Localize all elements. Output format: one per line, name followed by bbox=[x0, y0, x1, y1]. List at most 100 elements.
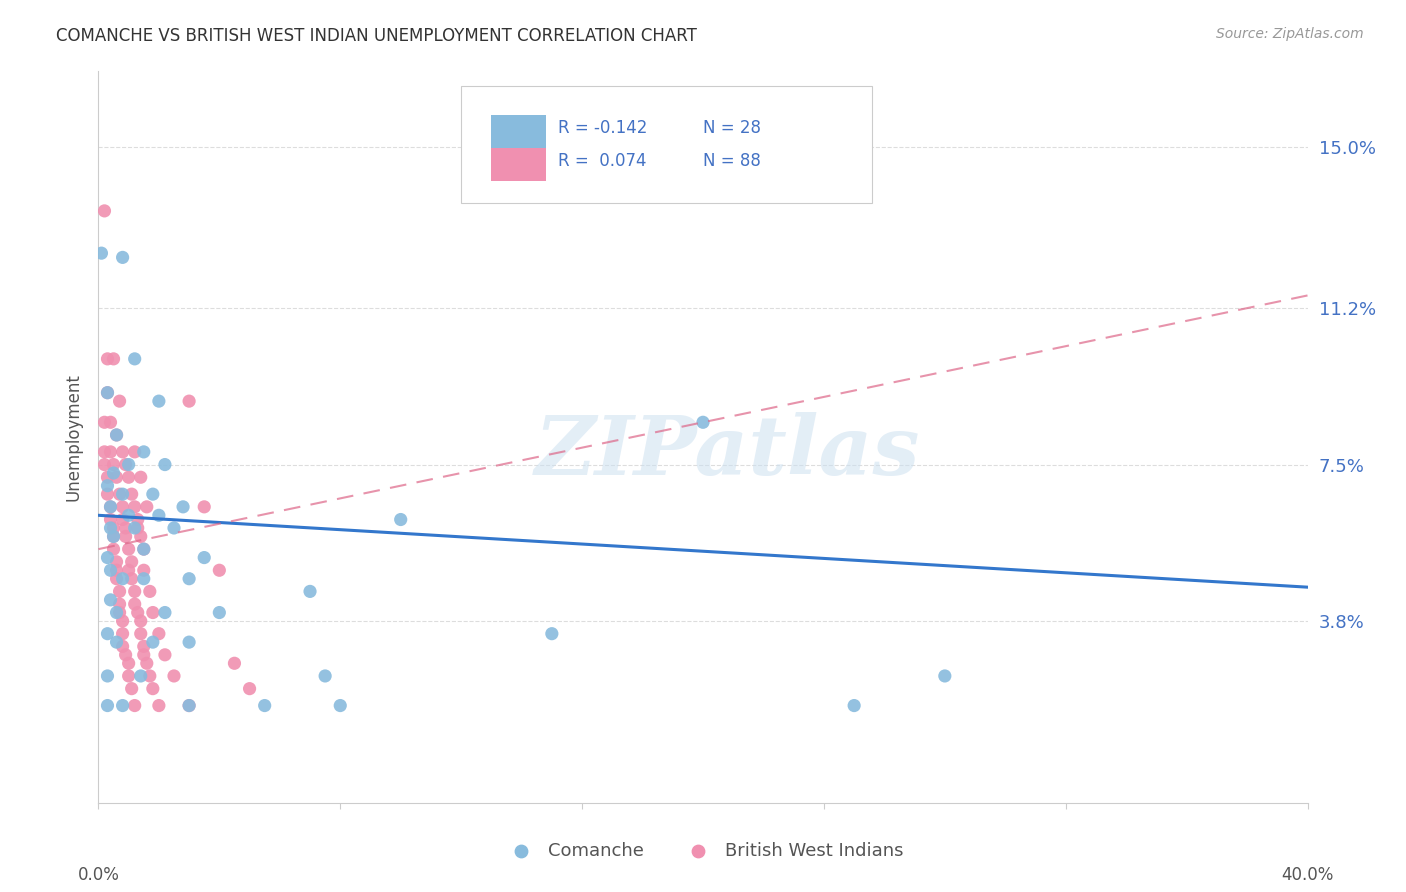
Point bbox=[224, 657, 246, 671]
Point bbox=[163, 669, 186, 683]
Point bbox=[121, 572, 143, 586]
Point bbox=[135, 500, 157, 514]
Point bbox=[100, 521, 122, 535]
Point bbox=[111, 487, 134, 501]
Point bbox=[96, 487, 118, 501]
Point bbox=[111, 626, 134, 640]
Point bbox=[142, 487, 165, 501]
Point bbox=[239, 681, 262, 696]
Point bbox=[118, 657, 141, 671]
Point bbox=[100, 592, 122, 607]
Point bbox=[148, 698, 170, 713]
Point bbox=[96, 385, 118, 400]
Point bbox=[111, 500, 134, 514]
Point bbox=[111, 572, 134, 586]
Point bbox=[111, 251, 134, 265]
Point bbox=[148, 394, 170, 409]
Point bbox=[153, 606, 176, 620]
Point bbox=[193, 500, 215, 514]
Point bbox=[114, 529, 136, 543]
Point bbox=[329, 698, 352, 713]
Text: COMANCHE VS BRITISH WEST INDIAN UNEMPLOYMENT CORRELATION CHART: COMANCHE VS BRITISH WEST INDIAN UNEMPLOY… bbox=[56, 27, 697, 45]
Point bbox=[114, 458, 136, 472]
Point bbox=[96, 550, 118, 565]
Point bbox=[172, 500, 194, 514]
Point bbox=[142, 635, 165, 649]
FancyBboxPatch shape bbox=[492, 148, 546, 181]
Point bbox=[208, 563, 231, 577]
Point bbox=[103, 458, 125, 472]
Text: 0.0%: 0.0% bbox=[77, 866, 120, 884]
Point bbox=[132, 648, 155, 662]
Point bbox=[208, 606, 231, 620]
Text: R = -0.142: R = -0.142 bbox=[558, 119, 647, 136]
Point bbox=[105, 470, 128, 484]
Point bbox=[118, 508, 141, 523]
Point bbox=[129, 529, 152, 543]
Point bbox=[193, 550, 215, 565]
Point bbox=[179, 698, 201, 713]
Point bbox=[132, 572, 155, 586]
Point bbox=[105, 635, 128, 649]
Point bbox=[93, 203, 115, 218]
Point bbox=[108, 606, 131, 620]
Point bbox=[103, 529, 125, 543]
Point bbox=[118, 669, 141, 683]
Point bbox=[93, 458, 115, 472]
Point bbox=[108, 394, 131, 409]
Point bbox=[118, 470, 141, 484]
Point bbox=[127, 512, 149, 526]
Point bbox=[93, 445, 115, 459]
Point bbox=[132, 542, 155, 557]
Point bbox=[114, 521, 136, 535]
Point bbox=[129, 614, 152, 628]
Point bbox=[132, 563, 155, 577]
Point bbox=[114, 648, 136, 662]
Point bbox=[96, 626, 118, 640]
Point bbox=[132, 445, 155, 459]
Point bbox=[100, 563, 122, 577]
Point bbox=[124, 584, 146, 599]
Point bbox=[127, 521, 149, 535]
Point bbox=[127, 606, 149, 620]
Point bbox=[96, 385, 118, 400]
Point bbox=[132, 542, 155, 557]
Point bbox=[90, 246, 112, 260]
Point bbox=[103, 529, 125, 543]
Point bbox=[111, 640, 134, 654]
Point bbox=[163, 521, 186, 535]
Point bbox=[934, 669, 956, 683]
Point bbox=[105, 572, 128, 586]
Point bbox=[124, 597, 146, 611]
Point bbox=[124, 500, 146, 514]
Point bbox=[96, 351, 118, 366]
Point bbox=[153, 458, 176, 472]
Text: ZIPatlas: ZIPatlas bbox=[534, 412, 920, 491]
Text: N = 88: N = 88 bbox=[703, 152, 761, 169]
Point bbox=[129, 626, 152, 640]
Point bbox=[111, 614, 134, 628]
Point bbox=[148, 626, 170, 640]
Point bbox=[148, 508, 170, 523]
Point bbox=[103, 466, 125, 480]
Point bbox=[100, 445, 122, 459]
Point bbox=[100, 415, 122, 429]
Point bbox=[96, 669, 118, 683]
Point bbox=[124, 521, 146, 535]
Point bbox=[105, 555, 128, 569]
FancyBboxPatch shape bbox=[492, 115, 546, 148]
Point bbox=[111, 445, 134, 459]
Point bbox=[844, 698, 866, 713]
Point bbox=[179, 698, 201, 713]
Point bbox=[153, 648, 176, 662]
Point bbox=[118, 458, 141, 472]
Point bbox=[108, 584, 131, 599]
Point bbox=[121, 681, 143, 696]
Point bbox=[179, 635, 201, 649]
Point bbox=[103, 521, 125, 535]
Point bbox=[100, 500, 122, 514]
Point bbox=[299, 584, 322, 599]
Text: N = 28: N = 28 bbox=[703, 119, 761, 136]
Point bbox=[139, 584, 162, 599]
Point bbox=[103, 542, 125, 557]
